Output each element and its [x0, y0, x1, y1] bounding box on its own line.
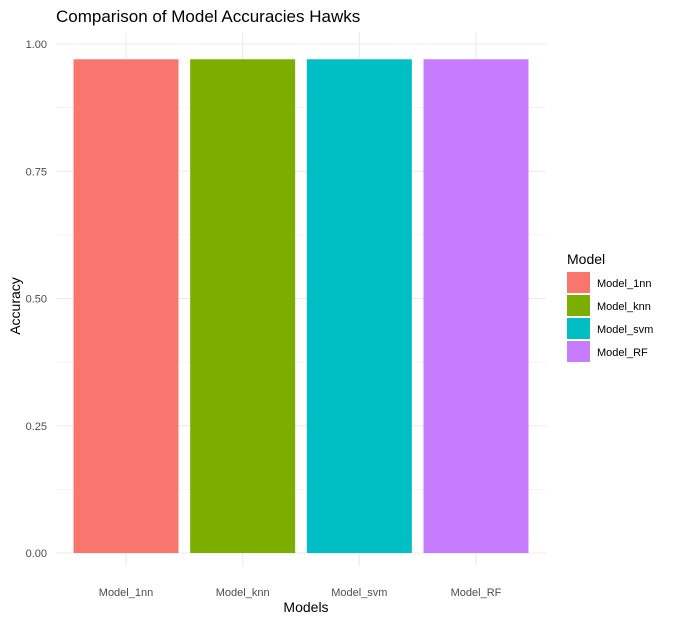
x-tick-label: Model_1nn: [99, 587, 153, 599]
legend-label: Model_knn: [597, 301, 651, 313]
y-tick-label: 0.25: [26, 421, 47, 433]
legend-label: Model_svm: [597, 324, 653, 336]
legend-swatch: [567, 272, 590, 293]
bar-Model_svm: [306, 59, 412, 554]
legend-swatch: [567, 295, 590, 316]
y-tick-label: 1.00: [26, 39, 47, 51]
x-axis-title: Models: [283, 599, 328, 615]
legend-title: Model: [567, 251, 605, 267]
legend-label: Model_1nn: [597, 278, 651, 290]
x-tick-label: Model_svm: [331, 587, 387, 599]
legend-items: Model_1nn Model_knn Model_svm Model_RF: [567, 272, 653, 362]
bar-Model_RF: [423, 59, 529, 554]
x-tick-label: Model_RF: [451, 587, 502, 599]
y-axis-ticks: 0.00 0.25 0.50 0.75 1.00: [26, 39, 47, 560]
bar-Model_knn: [190, 59, 296, 554]
bar-Model_1nn: [73, 59, 179, 554]
y-tick-label: 0.75: [26, 166, 47, 178]
bars: [73, 59, 529, 554]
chart-title: Comparison of Model Accuracies Hawks: [56, 7, 360, 26]
legend-label: Model_RF: [597, 347, 648, 359]
y-tick-label: 0.00: [26, 548, 47, 560]
legend-swatch: [567, 341, 590, 362]
legend-swatch: [567, 318, 590, 339]
y-axis-title: Accuracy: [7, 277, 23, 335]
x-tick-label: Model_knn: [216, 587, 270, 599]
y-tick-label: 0.50: [26, 294, 47, 306]
legend: Model Model_1nn Model_knn Model_svm Model_R…: [567, 251, 653, 362]
x-axis-ticks: Model_1nn Model_knn Model_svm Model_RF: [99, 587, 502, 599]
